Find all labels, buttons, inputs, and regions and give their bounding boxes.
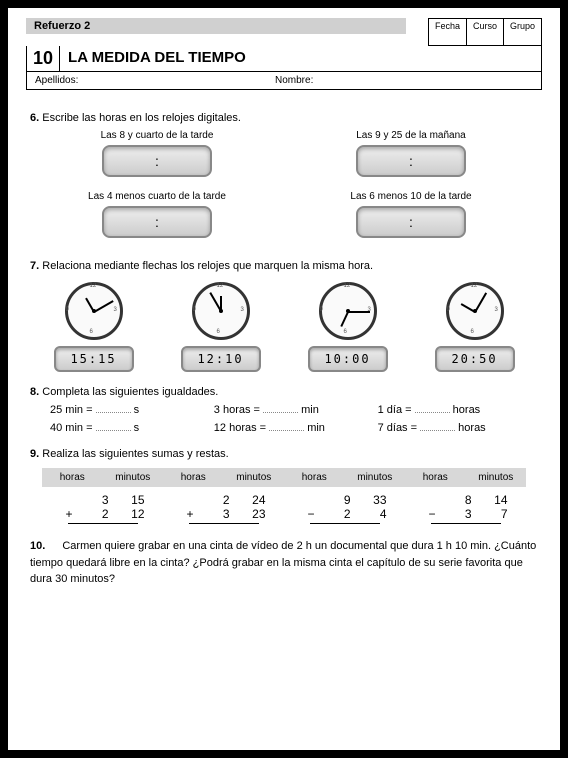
math-body: 315+212224+323933−24814−37 xyxy=(42,487,526,524)
curso-box: Curso xyxy=(467,18,504,46)
digital-col: Las 8 y cuarto de la tarde xyxy=(35,130,279,185)
question-10: 10. Carmen quiere grabar en una cinta de… xyxy=(30,538,538,588)
analog-col: 12369 15:15 xyxy=(54,282,134,372)
q7-text: Relaciona mediante flechas los relojes q… xyxy=(42,260,373,272)
equation-item: 3 horas = min xyxy=(214,403,354,416)
analog-clock-icon: 12369 xyxy=(192,282,250,340)
nombre-label: Nombre: xyxy=(267,72,321,89)
clock-label: Las 9 y 25 de la mañana xyxy=(289,130,533,141)
unit-title: LA MEDIDA DEL TIEMPO xyxy=(60,46,541,71)
header-boxes: Fecha Curso Grupo xyxy=(428,18,542,46)
clock-label: Las 4 menos cuarto de la tarde xyxy=(35,191,279,202)
question-7: 7. Relaciona mediante flechas los reloje… xyxy=(30,260,538,372)
content: 6. Escribe las horas en los relojes digi… xyxy=(26,90,542,596)
math-problem: 315+212 xyxy=(42,493,163,524)
digital-display: 20:50 xyxy=(435,346,515,372)
q6-num: 6. xyxy=(30,112,39,124)
equation-row: 25 min = s 3 horas = min 1 día = horas xyxy=(50,403,518,416)
math-header: horasminutoshorasminutoshorasminutoshora… xyxy=(42,468,526,487)
digital-grid-1: Las 8 y cuarto de la tarde Las 9 y 25 de… xyxy=(30,130,538,185)
analog-col: 12369 20:50 xyxy=(435,282,515,372)
analog-col: 12369 10:00 xyxy=(308,282,388,372)
analog-clock-icon: 12369 xyxy=(65,282,123,340)
math-problem: 814−37 xyxy=(405,493,526,524)
equation-item: 1 día = horas xyxy=(378,403,518,416)
equation-row: 40 min = s 12 horas = min 7 días = horas xyxy=(50,421,518,434)
question-6: 6. Escribe las horas en los relojes digi… xyxy=(30,112,538,246)
digital-clock-icon xyxy=(356,206,466,238)
analog-row: 12369 15:15 12369 12:10 12369 10:00 12369 20:50 xyxy=(30,282,538,372)
worksheet-page: Refuerzo 2 Fecha Curso Grupo 10 LA MEDID… xyxy=(0,0,568,758)
digital-display: 12:10 xyxy=(181,346,261,372)
math-problem: 224+323 xyxy=(163,493,284,524)
digital-display: 10:00 xyxy=(308,346,388,372)
clock-label: Las 8 y cuarto de la tarde xyxy=(35,130,279,141)
digital-grid-2: Las 4 menos cuarto de la tarde Las 6 men… xyxy=(30,191,538,246)
math-header-col: horasminutos xyxy=(405,472,526,483)
q9-num: 9. xyxy=(30,448,39,460)
header-top: Refuerzo 2 Fecha Curso Grupo xyxy=(26,18,542,46)
q7-num: 7. xyxy=(30,260,39,272)
analog-col: 12369 12:10 xyxy=(181,282,261,372)
question-9: 9. Realiza las siguientes sumas y restas… xyxy=(30,448,538,524)
math-header-col: horasminutos xyxy=(163,472,284,483)
q6-text: Escribe las horas en los relojes digital… xyxy=(42,112,241,124)
analog-clock-icon: 12369 xyxy=(446,282,504,340)
math-header-col: horasminutos xyxy=(284,472,405,483)
q8-text: Completa las siguientes igualdades. xyxy=(42,386,218,398)
digital-col: Las 6 menos 10 de la tarde xyxy=(289,191,533,246)
name-row: Apellidos: Nombre: xyxy=(26,72,542,90)
math-table: horasminutoshorasminutoshorasminutoshora… xyxy=(42,468,526,524)
q9-text: Realiza las siguientes sumas y restas. xyxy=(42,448,228,460)
digital-col: Las 4 menos cuarto de la tarde xyxy=(35,191,279,246)
q10-text: Carmen quiere grabar en una cinta de víd… xyxy=(30,540,536,585)
q8-num: 8. xyxy=(30,386,39,398)
math-problem: 933−24 xyxy=(284,493,405,524)
digital-clock-icon xyxy=(102,145,212,177)
title-row: 10 LA MEDIDA DEL TIEMPO xyxy=(26,46,542,72)
question-8: 8. Completa las siguientes igualdades. 2… xyxy=(30,386,538,434)
math-header-col: horasminutos xyxy=(42,472,163,483)
digital-col: Las 9 y 25 de la mañana xyxy=(289,130,533,185)
equation-rows: 25 min = s 3 horas = min 1 día = horas 40 m… xyxy=(30,403,538,434)
refuerzo-label: Refuerzo 2 xyxy=(26,18,406,34)
analog-clock-icon: 12369 xyxy=(319,282,377,340)
digital-display: 15:15 xyxy=(54,346,134,372)
equation-item: 40 min = s xyxy=(50,421,190,434)
equation-item: 25 min = s xyxy=(50,403,190,416)
grupo-box: Grupo xyxy=(504,18,542,46)
clock-label: Las 6 menos 10 de la tarde xyxy=(289,191,533,202)
unit-number: 10 xyxy=(27,46,60,71)
q10-num: 10. xyxy=(30,540,45,552)
digital-clock-icon xyxy=(356,145,466,177)
fecha-box: Fecha xyxy=(428,18,467,46)
apellidos-label: Apellidos: xyxy=(27,72,267,89)
equation-item: 7 días = horas xyxy=(378,421,518,434)
digital-clock-icon xyxy=(102,206,212,238)
equation-item: 12 horas = min xyxy=(214,421,354,434)
